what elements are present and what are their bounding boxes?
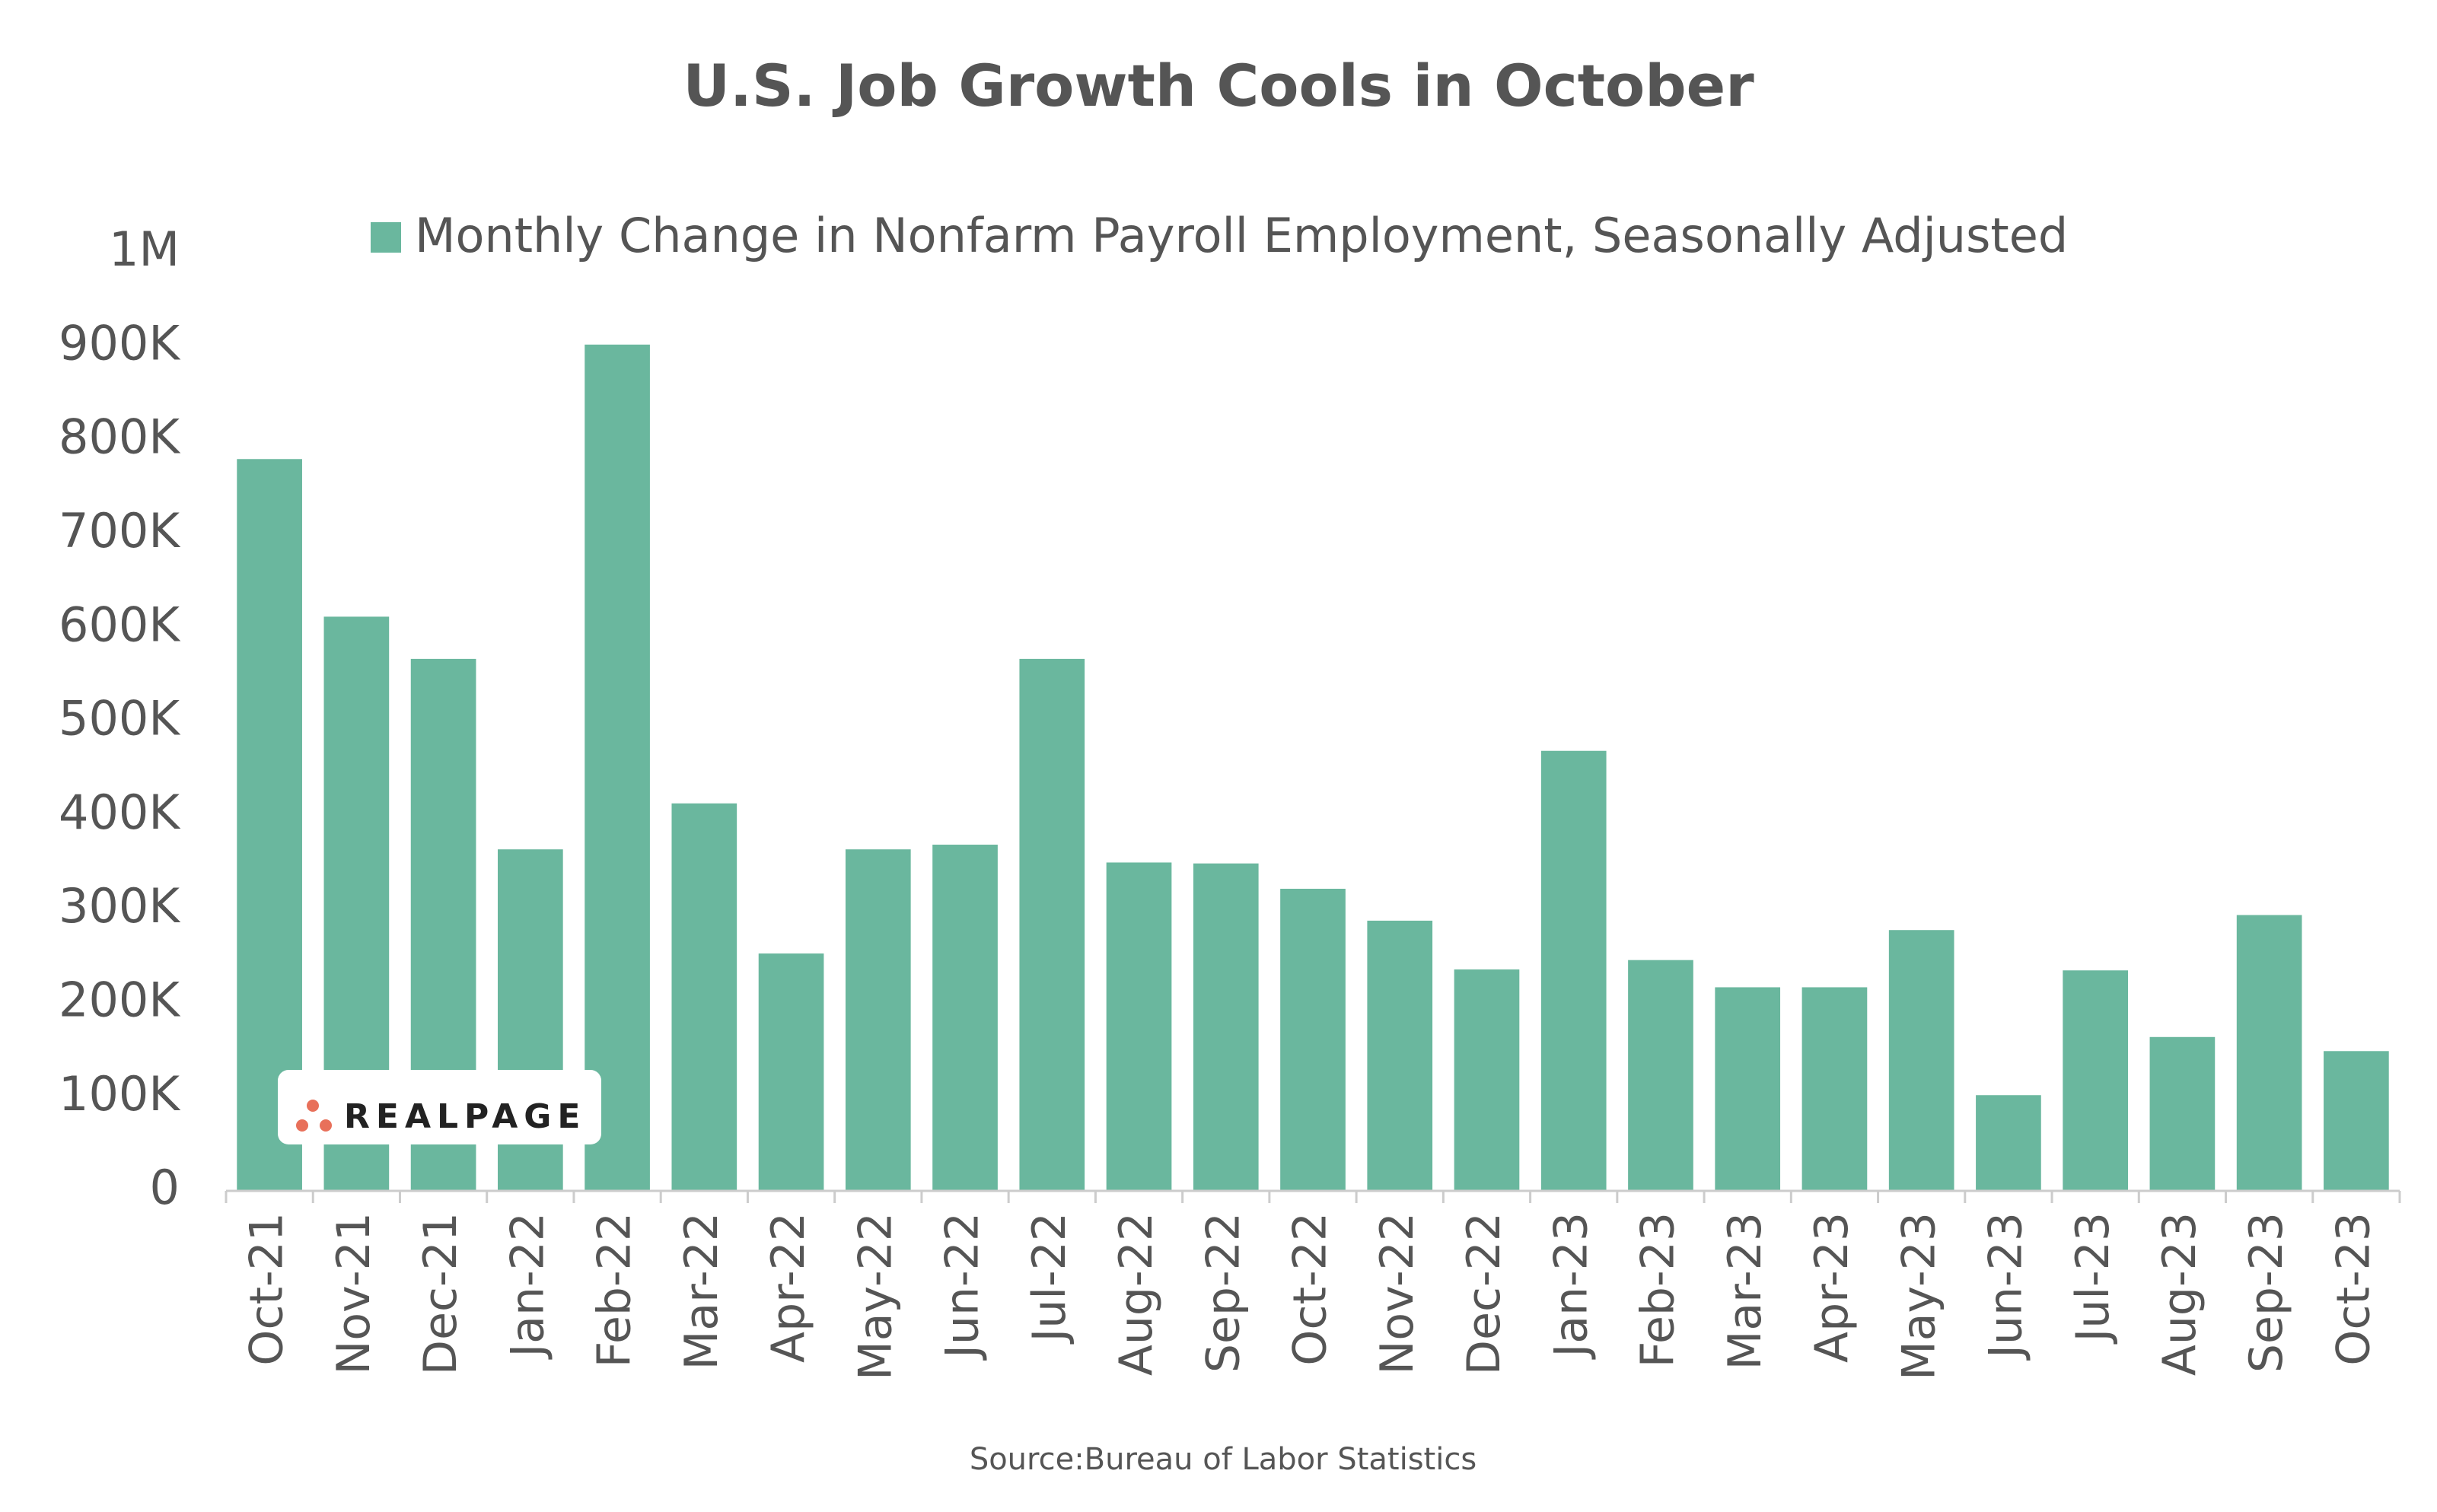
x-tick-label: Jan-22 [501,1212,554,1361]
y-tick-label: 400K [59,785,180,840]
x-tick-label: Nov-21 [327,1212,381,1375]
y-tick-label: 1M [109,221,180,277]
x-tick-label: Jan-23 [1544,1212,1598,1361]
y-tick-label: 300K [59,878,180,934]
x-tick-label: May-23 [1892,1212,1945,1380]
bar [758,953,824,1191]
x-tick-label: Apr-23 [1805,1212,1859,1363]
x-tick-label: Dec-22 [1457,1212,1511,1375]
bar [2063,970,2128,1191]
x-tick-label: Aug-23 [2153,1212,2206,1376]
x-tick-label: Sep-22 [1196,1212,1250,1373]
y-tick-label: 200K [59,972,180,1027]
logo-dot [307,1100,319,1112]
bar [1193,863,1259,1191]
y-tick-label: 800K [59,409,180,465]
bar [1628,960,1693,1191]
x-tick-label: Jul-22 [1023,1212,1076,1345]
y-tick-label: 0 [150,1160,180,1215]
x-tick-label: Nov-22 [1371,1212,1424,1375]
x-tick-label: Apr-22 [762,1212,815,1363]
x-tick-label: Feb-23 [1632,1212,1685,1367]
logo-dot [320,1119,332,1132]
y-tick-label: 600K [59,597,180,652]
x-tick-label: Mar-22 [675,1212,728,1370]
x-tick-label: Sep-23 [2240,1212,2293,1373]
bar [2324,1051,2389,1191]
y-tick-label: 500K [59,691,180,746]
legend-label: Monthly Change in Nonfarm Payroll Employ… [415,208,2068,263]
bar [585,344,650,1192]
bar [1454,969,1520,1191]
source-note: Source:Bureau of Labor Statistics [970,1442,1477,1477]
legend-swatch [371,222,401,253]
x-tick-label: Aug-22 [1110,1212,1163,1376]
chart-title: U.S. Job Growth Cools in October [683,52,1754,119]
logo-badge [278,1070,601,1144]
x-tick-label: Jun-23 [1980,1212,2033,1361]
bar [671,803,737,1191]
bar [1280,888,1346,1191]
x-tick-label: Jul-23 [2066,1212,2120,1345]
logo-dot [296,1119,308,1132]
bar [1367,920,1433,1191]
x-tick-label: Jun-22 [936,1212,989,1361]
bar [2149,1036,2216,1191]
bar [845,849,911,1191]
bar [1540,750,1607,1191]
bar [1715,987,1781,1191]
x-tick-label: May-22 [849,1212,902,1380]
x-tick-label: Feb-22 [588,1212,642,1367]
x-tick-label: Dec-21 [414,1212,467,1375]
bar [932,845,998,1191]
bar [237,459,302,1191]
y-tick-label: 900K [59,315,180,371]
y-tick-label: 700K [59,503,180,559]
logo-text: REALPAGE [344,1097,586,1136]
y-tick-label: 100K [59,1066,180,1122]
x-tick-label: Mar-23 [1719,1212,1772,1370]
bar [1801,987,1868,1191]
x-tick-label: Oct-22 [1284,1212,1337,1366]
bar [1019,658,1085,1191]
bar [1106,862,1172,1191]
bar [1976,1095,2041,1191]
bar [2236,915,2302,1191]
x-tick-label: Oct-21 [241,1212,294,1366]
x-tick-label: Oct-23 [2327,1212,2380,1366]
bar [1888,930,1954,1191]
